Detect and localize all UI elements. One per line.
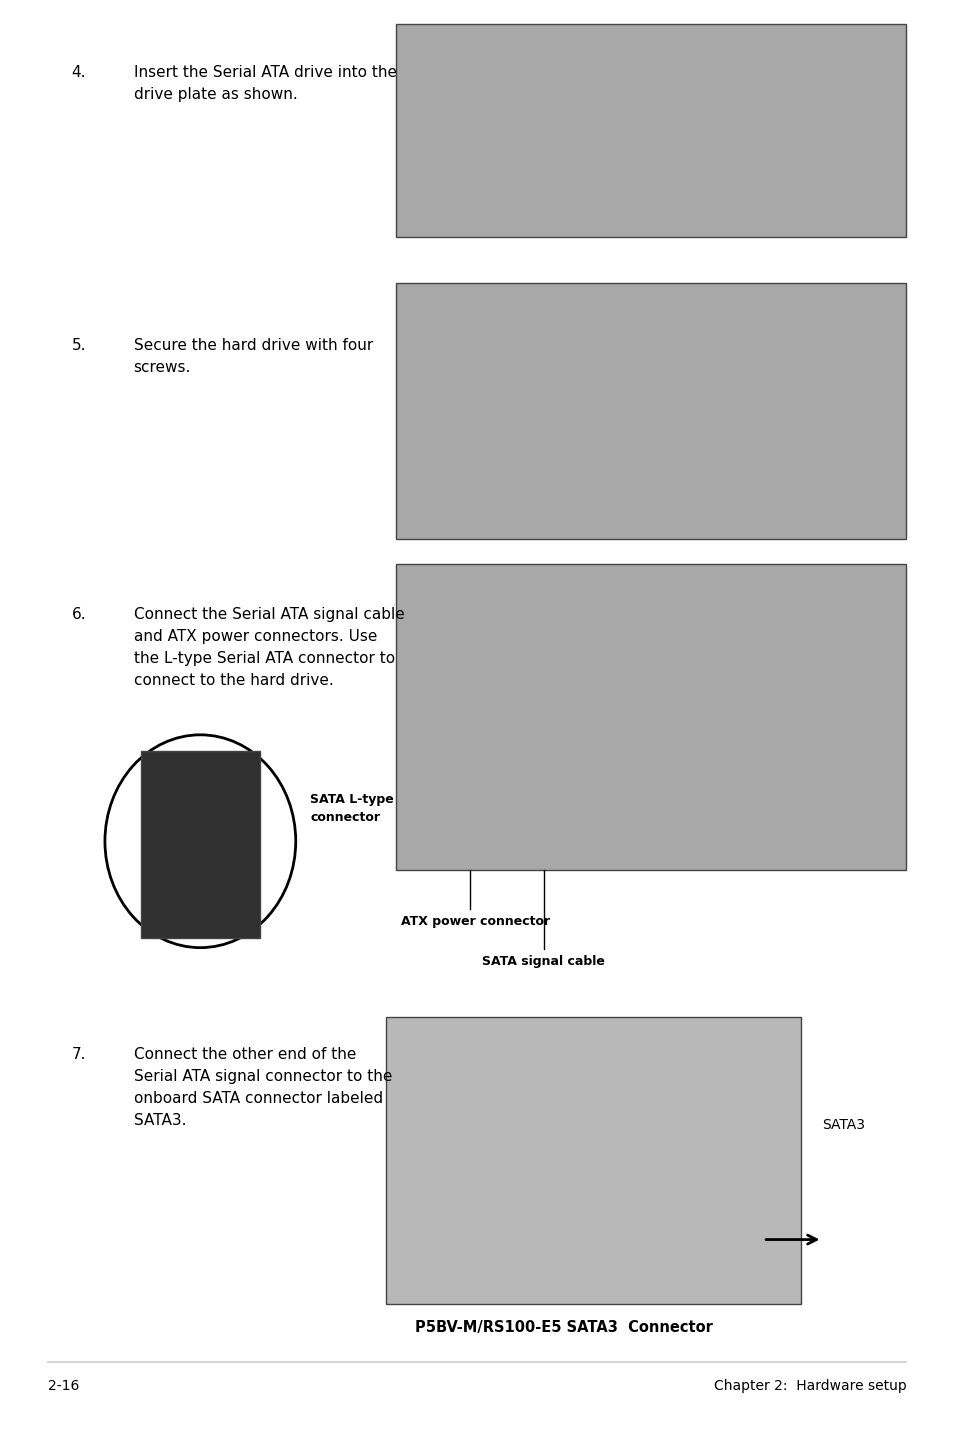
Text: Connect the Serial ATA signal cable
and ATX power connectors. Use
the L-type Ser: Connect the Serial ATA signal cable and …	[133, 607, 404, 689]
Text: Chapter 2:  Hardware setup: Chapter 2: Hardware setup	[713, 1379, 905, 1393]
Text: 2-16: 2-16	[48, 1379, 79, 1393]
Text: 4.: 4.	[71, 65, 86, 79]
Bar	[386, 1017, 801, 1304]
Text: SATA L-type
connector: SATA L-type connector	[310, 792, 394, 824]
Bar	[395, 283, 905, 539]
Text: 6.: 6.	[71, 607, 86, 621]
Bar	[395, 564, 905, 870]
Text: Secure the hard drive with four
screws.: Secure the hard drive with four screws.	[133, 338, 373, 375]
Text: 7.: 7.	[71, 1047, 86, 1061]
Text: 5.: 5.	[71, 338, 86, 352]
Text: Insert the Serial ATA drive into the
drive plate as shown.: Insert the Serial ATA drive into the dri…	[133, 65, 396, 102]
Text: ATX power connector: ATX power connector	[400, 915, 549, 928]
Text: Connect the other end of the
Serial ATA signal connector to the
onboard SATA con: Connect the other end of the Serial ATA …	[133, 1047, 392, 1129]
Text: SATA signal cable: SATA signal cable	[481, 955, 604, 968]
Text: P5BV-M/RS100-E5 SATA3  Connector: P5BV-M/RS100-E5 SATA3 Connector	[415, 1320, 712, 1334]
Bar	[395, 24, 905, 237]
Text: SATA3: SATA3	[821, 1117, 864, 1132]
Bar	[141, 751, 260, 938]
